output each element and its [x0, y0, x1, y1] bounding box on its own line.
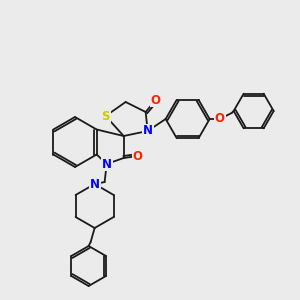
Text: N: N — [143, 124, 153, 137]
Text: O: O — [215, 112, 225, 125]
Text: O: O — [151, 94, 161, 106]
Text: N: N — [90, 178, 100, 190]
Text: S: S — [101, 110, 110, 122]
Text: N: N — [102, 158, 112, 170]
Text: O: O — [133, 149, 143, 163]
